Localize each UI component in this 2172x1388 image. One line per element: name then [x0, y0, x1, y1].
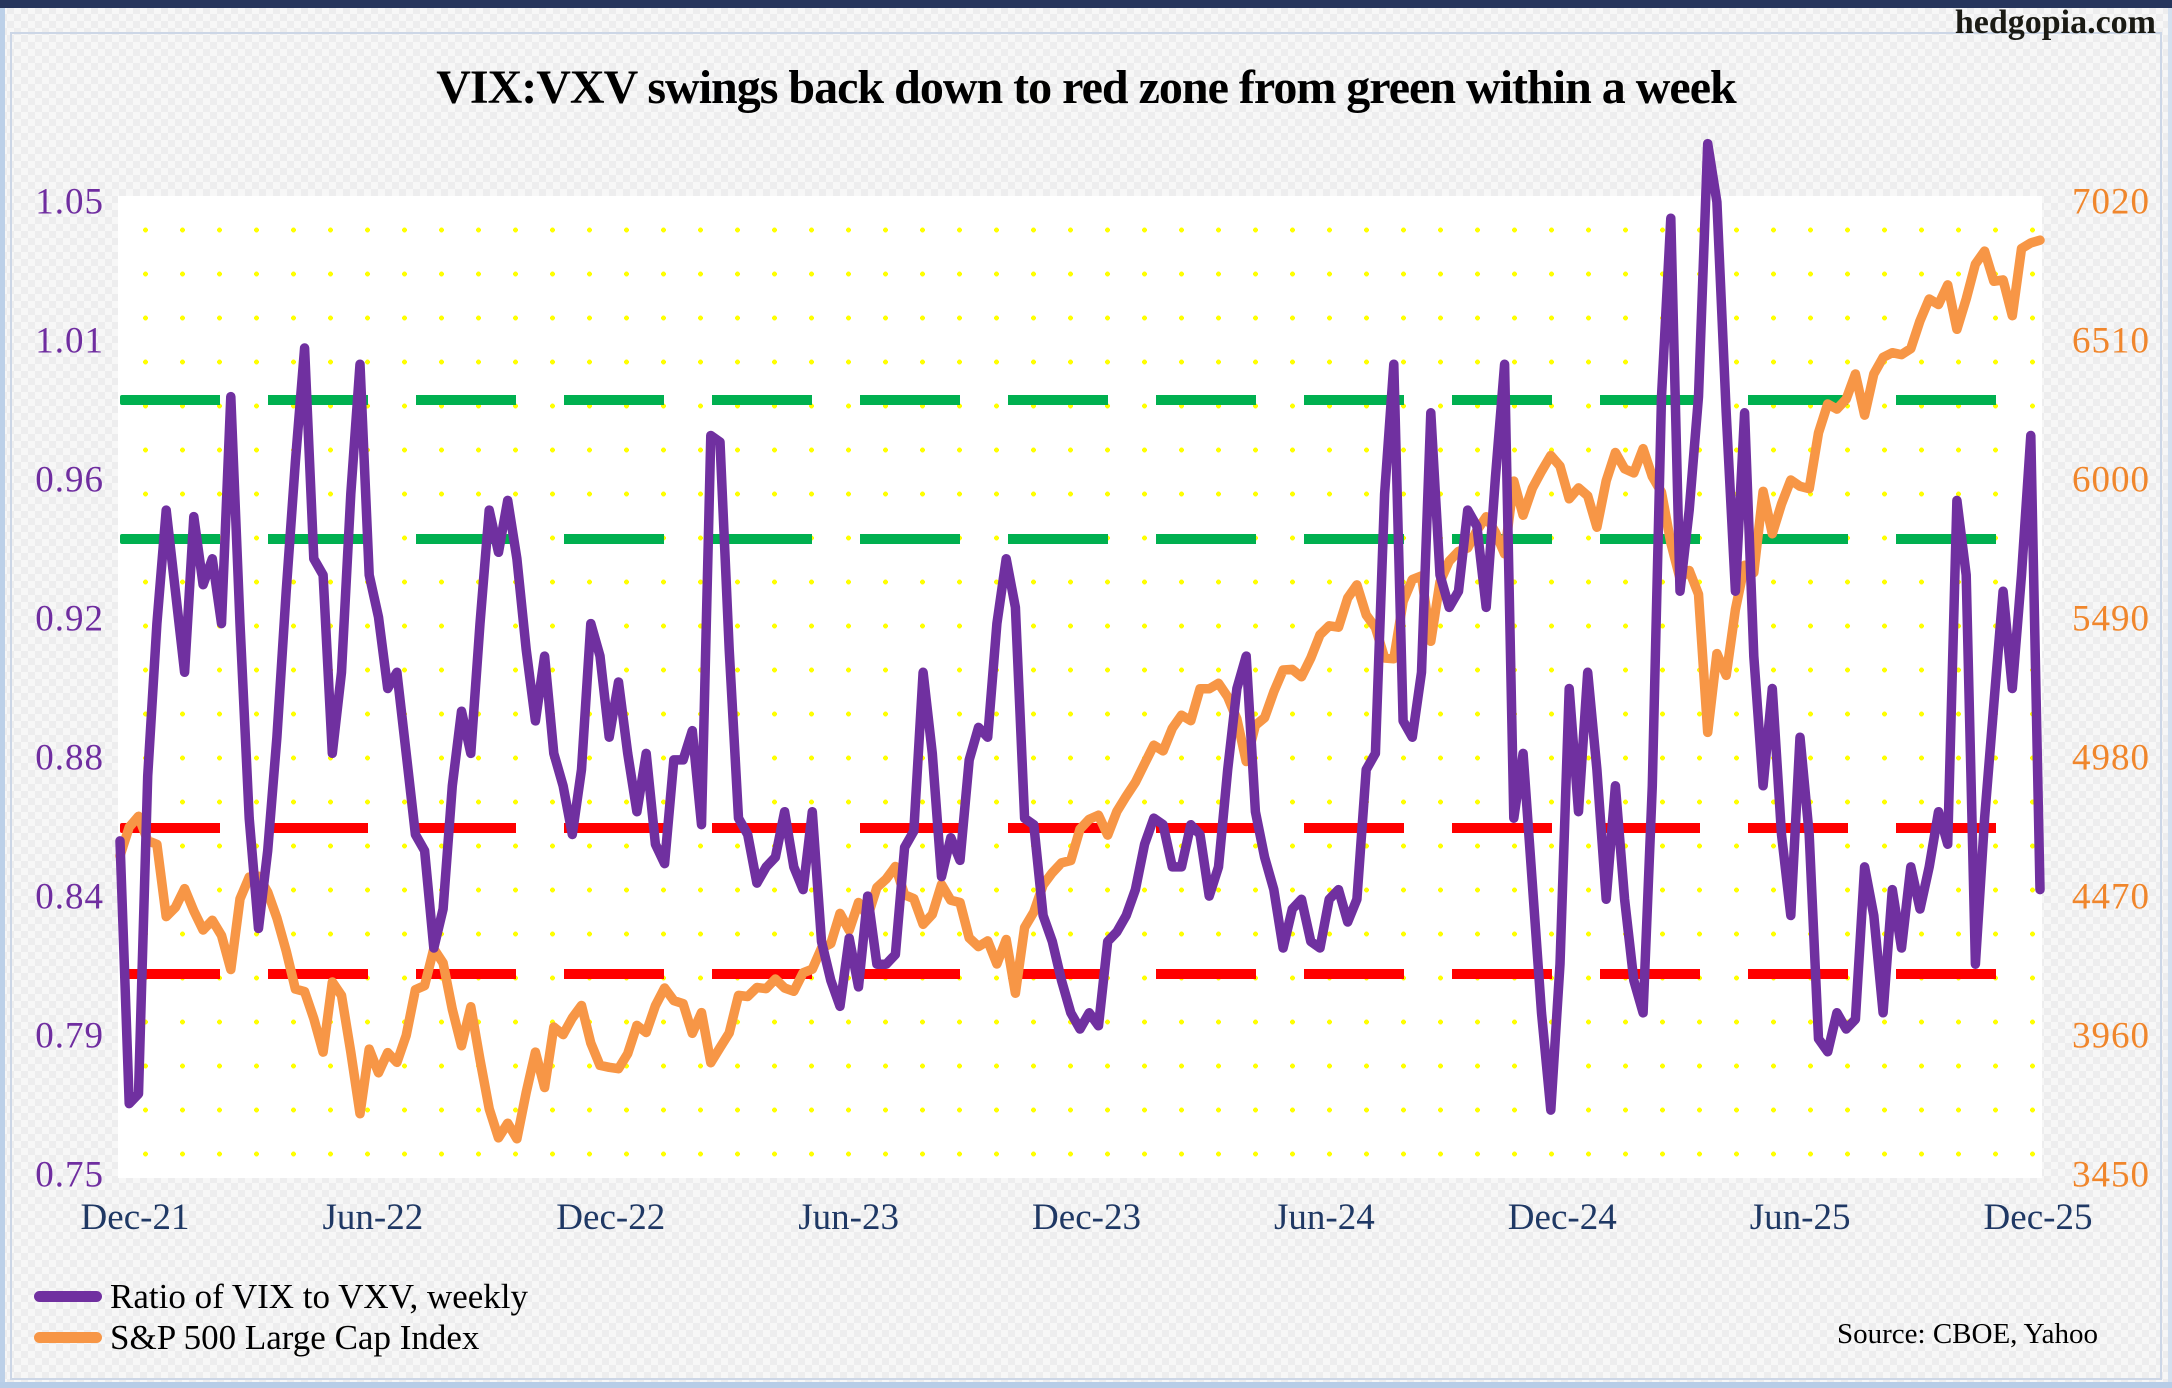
x-tick-Dec-23: Dec-23 — [1032, 1197, 1141, 1238]
x-tick-Jun-24: Jun-24 — [1274, 1197, 1375, 1238]
green-zone-lower-line — [120, 534, 2040, 545]
y-left-tick-1.01: 1.01 — [35, 320, 104, 362]
x-tick-Dec-24: Dec-24 — [1507, 1197, 1617, 1238]
y-right-tick-5490: 5490 — [2072, 598, 2150, 640]
x-tick-Jun-23: Jun-23 — [798, 1197, 899, 1238]
legend-label-ratio: Ratio of VIX to VXV, weekly — [110, 1276, 529, 1316]
right-page-edge — [2168, 8, 2172, 1388]
top-window-edge — [0, 0, 2172, 8]
green-zone-upper-line — [120, 394, 2040, 405]
y-left-tick-0.79: 0.79 — [35, 1015, 104, 1057]
x-tick-Jun-25: Jun-25 — [1749, 1197, 1851, 1238]
y-left-tick-0.84: 0.84 — [35, 876, 104, 918]
ratio-line-swatch — [34, 1291, 102, 1302]
y-right-tick-3450: 3450 — [2072, 1154, 2150, 1196]
left-page-edge — [0, 8, 5, 1388]
y-left-tick-0.92: 0.92 — [35, 598, 104, 640]
red-zone-lower-line — [120, 968, 2040, 979]
y-right-tick-3960: 3960 — [2072, 1015, 2150, 1057]
vix-vxv-ratio-line — [115, 138, 2045, 1115]
y-right-tick-4980: 4980 — [2072, 737, 2150, 779]
sp500-line — [115, 235, 2045, 1144]
x-tick-Dec-21: Dec-21 — [80, 1197, 190, 1238]
source-note: Source: CBOE, Yahoo — [1836, 1318, 2098, 1350]
y-right-tick-7020: 7020 — [2072, 181, 2150, 223]
legend-item-ratio: Ratio of VIX to VXV, weekly — [34, 1276, 528, 1317]
chart-title: VIX:VXV swings back down to red zone fro… — [436, 61, 1736, 114]
x-tick-Dec-25: Dec-25 — [1983, 1197, 2093, 1238]
bottom-page-edge — [0, 1382, 2172, 1388]
legend-item-sp500: S&P 500 Large Cap Index — [34, 1317, 528, 1358]
y-left-tick-1.05: 1.05 — [35, 181, 104, 223]
x-tick-Jun-22: Jun-22 — [322, 1197, 424, 1238]
y-left-tick-0.88: 0.88 — [35, 737, 104, 779]
y-left-tick-0.75: 0.75 — [35, 1154, 104, 1196]
sp500-line-swatch — [34, 1332, 102, 1343]
y-left-tick-0.96: 0.96 — [35, 459, 104, 501]
site-watermark: hedgopia.com — [1954, 4, 2156, 41]
y-right-tick-6510: 6510 — [2072, 320, 2150, 362]
legend-label-sp500: S&P 500 Large Cap Index — [110, 1317, 480, 1357]
y-right-tick-4470: 4470 — [2072, 876, 2150, 918]
chart-frame — [10, 32, 2162, 1380]
chart-legend: Ratio of VIX to VXV, weekly S&P 500 Larg… — [34, 1276, 528, 1358]
series-plot — [115, 138, 2045, 1144]
y-right-tick-6000: 6000 — [2072, 459, 2150, 501]
x-tick-Dec-22: Dec-22 — [556, 1197, 666, 1238]
